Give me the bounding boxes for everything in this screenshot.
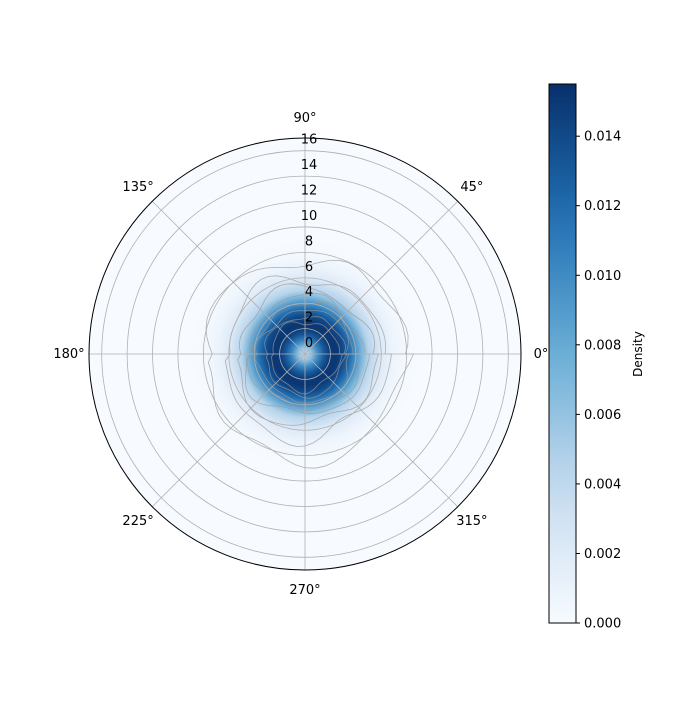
contour-line [244,293,371,415]
colorbar-tick-label: 0.008 [584,338,621,353]
colorbar-frame [548,83,577,624]
angular-grid-line [304,200,459,355]
polar-axes: 0 2 4 6 8 10 12 14 16 0° 45° 90° 135° 180° 225° 270° 31… [53,111,548,598]
polar-grid [89,138,521,570]
colorbar-tick-label: 0.010 [584,269,621,284]
contour-line [270,321,343,395]
angular-tick-label: 225° [122,514,153,529]
colorbar: 0.000 0.002 0.004 0.006 0.008 0.010 0.012 0.014… [548,83,645,632]
colorbar-tick-label: 0.014 [584,130,621,145]
colorbar-ticks: 0.000 0.002 0.004 0.006 0.008 0.010 0.012 0.014 [576,130,621,632]
contour-line [237,283,379,426]
colorbar-tick-label: 0.006 [584,408,621,423]
radial-tick-label: 10 [301,209,318,224]
colorbar-tick-label: 0.012 [584,199,621,214]
angular-tick-label: 45° [460,180,483,195]
colorbar-gradient [549,84,576,623]
angular-tick-label: 90° [293,111,316,126]
angular-grid-line [304,353,459,508]
angular-tick-label: 315° [456,514,487,529]
radial-tick-label: 2 [305,311,313,326]
radial-tick-label: 8 [305,234,313,249]
angular-tick-label: 270° [289,583,320,598]
radial-tick-label: 6 [305,260,313,275]
angular-tick-label: 135° [122,180,153,195]
angular-tick-labels: 0° 45° 90° 135° 180° 225° 270° 315° [53,111,548,598]
contour-line [264,316,348,399]
radial-tick-label: 12 [301,184,318,199]
radial-tick-label: 16 [301,133,318,148]
angular-grid-line [151,353,306,508]
contour-line [246,301,359,412]
colorbar-label: Density [631,331,645,377]
angular-tick-label: 0° [534,347,549,362]
angular-tick-label: 180° [53,347,84,362]
contour-line [224,275,392,447]
radial-tick-label: 4 [305,285,313,300]
colorbar-tick-label: 0.000 [584,617,621,632]
colorbar-tick-label: 0.002 [584,547,621,562]
radial-tick-labels: 0 2 4 6 8 10 12 14 16 [301,133,318,351]
radial-tick-label: 0 [305,336,313,351]
polar-frame [88,137,522,571]
angular-grid-line [151,200,306,355]
colorbar-tick-label: 0.004 [584,477,621,492]
radial-tick-label: 14 [301,158,318,173]
